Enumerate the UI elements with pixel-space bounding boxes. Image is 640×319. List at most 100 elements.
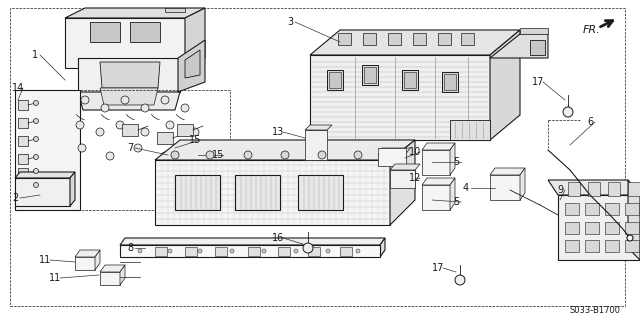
Bar <box>364 67 376 83</box>
Bar <box>404 72 416 88</box>
Circle shape <box>161 96 169 104</box>
Bar <box>15 90 80 210</box>
Circle shape <box>281 151 289 159</box>
Text: FR.: FR. <box>583 25 600 35</box>
Text: 14: 14 <box>12 83 24 93</box>
Text: S033-B1700: S033-B1700 <box>570 306 621 315</box>
Circle shape <box>121 96 129 104</box>
Polygon shape <box>215 247 227 256</box>
Text: 1: 1 <box>32 50 38 60</box>
Bar <box>444 74 456 90</box>
Circle shape <box>563 107 573 117</box>
Polygon shape <box>120 265 125 285</box>
Polygon shape <box>628 180 640 260</box>
Circle shape <box>33 182 38 188</box>
Polygon shape <box>185 247 197 256</box>
Text: 15: 15 <box>212 150 224 160</box>
Polygon shape <box>130 22 160 42</box>
Text: 10: 10 <box>409 147 421 157</box>
Polygon shape <box>378 148 410 155</box>
Circle shape <box>76 121 84 129</box>
Circle shape <box>116 121 124 129</box>
Polygon shape <box>490 168 525 175</box>
Text: 13: 13 <box>272 127 284 137</box>
Text: 15: 15 <box>189 135 201 145</box>
Polygon shape <box>390 164 420 170</box>
Circle shape <box>326 249 330 253</box>
Polygon shape <box>95 250 100 270</box>
Polygon shape <box>608 182 620 196</box>
Bar <box>585 203 599 215</box>
Text: 6: 6 <box>587 117 593 127</box>
Polygon shape <box>78 58 180 92</box>
Circle shape <box>455 275 465 285</box>
Bar <box>585 222 599 234</box>
Circle shape <box>294 249 298 253</box>
Bar <box>565 203 579 215</box>
Polygon shape <box>120 245 380 257</box>
Bar <box>388 33 401 45</box>
Polygon shape <box>588 182 600 196</box>
Text: 11: 11 <box>39 255 51 265</box>
Text: 17: 17 <box>432 263 444 273</box>
Polygon shape <box>520 168 525 200</box>
Circle shape <box>96 128 104 136</box>
Circle shape <box>230 249 234 253</box>
Polygon shape <box>177 124 193 136</box>
Polygon shape <box>390 140 415 225</box>
Polygon shape <box>450 178 455 210</box>
Bar <box>565 222 579 234</box>
Bar <box>378 148 406 166</box>
Polygon shape <box>178 40 205 92</box>
Text: 5: 5 <box>453 157 459 167</box>
Polygon shape <box>308 247 320 256</box>
Polygon shape <box>422 185 450 210</box>
Circle shape <box>33 118 38 123</box>
Bar <box>15 90 230 210</box>
Polygon shape <box>490 34 548 58</box>
Polygon shape <box>65 8 205 18</box>
Polygon shape <box>450 143 455 175</box>
Polygon shape <box>122 124 138 136</box>
Circle shape <box>81 96 89 104</box>
Polygon shape <box>548 180 640 195</box>
Bar <box>402 70 418 90</box>
Bar <box>329 72 341 88</box>
Bar <box>15 178 70 206</box>
Polygon shape <box>450 120 490 140</box>
Text: 11: 11 <box>49 273 61 283</box>
Bar <box>625 203 639 215</box>
Text: 16: 16 <box>272 233 284 243</box>
Polygon shape <box>490 30 520 140</box>
Polygon shape <box>185 50 200 78</box>
Circle shape <box>244 151 252 159</box>
Circle shape <box>627 235 633 241</box>
Polygon shape <box>278 247 290 256</box>
Circle shape <box>138 249 142 253</box>
Text: 9: 9 <box>557 185 563 195</box>
Text: 5: 5 <box>453 197 459 207</box>
Circle shape <box>101 104 109 112</box>
Polygon shape <box>120 238 385 245</box>
Bar <box>413 33 426 45</box>
Bar <box>625 240 639 252</box>
Circle shape <box>356 249 360 253</box>
Polygon shape <box>18 154 28 164</box>
Polygon shape <box>18 136 28 146</box>
Polygon shape <box>100 272 120 285</box>
Circle shape <box>166 121 174 129</box>
Polygon shape <box>558 195 640 260</box>
Polygon shape <box>100 62 160 88</box>
Polygon shape <box>65 18 185 68</box>
Polygon shape <box>380 238 385 257</box>
Text: 2: 2 <box>12 193 18 203</box>
Circle shape <box>106 152 114 160</box>
Circle shape <box>303 243 313 253</box>
Polygon shape <box>18 118 28 128</box>
Polygon shape <box>155 160 390 225</box>
Polygon shape <box>530 40 545 55</box>
Polygon shape <box>185 8 205 68</box>
Circle shape <box>78 144 86 152</box>
Circle shape <box>181 104 189 112</box>
Polygon shape <box>157 132 173 144</box>
